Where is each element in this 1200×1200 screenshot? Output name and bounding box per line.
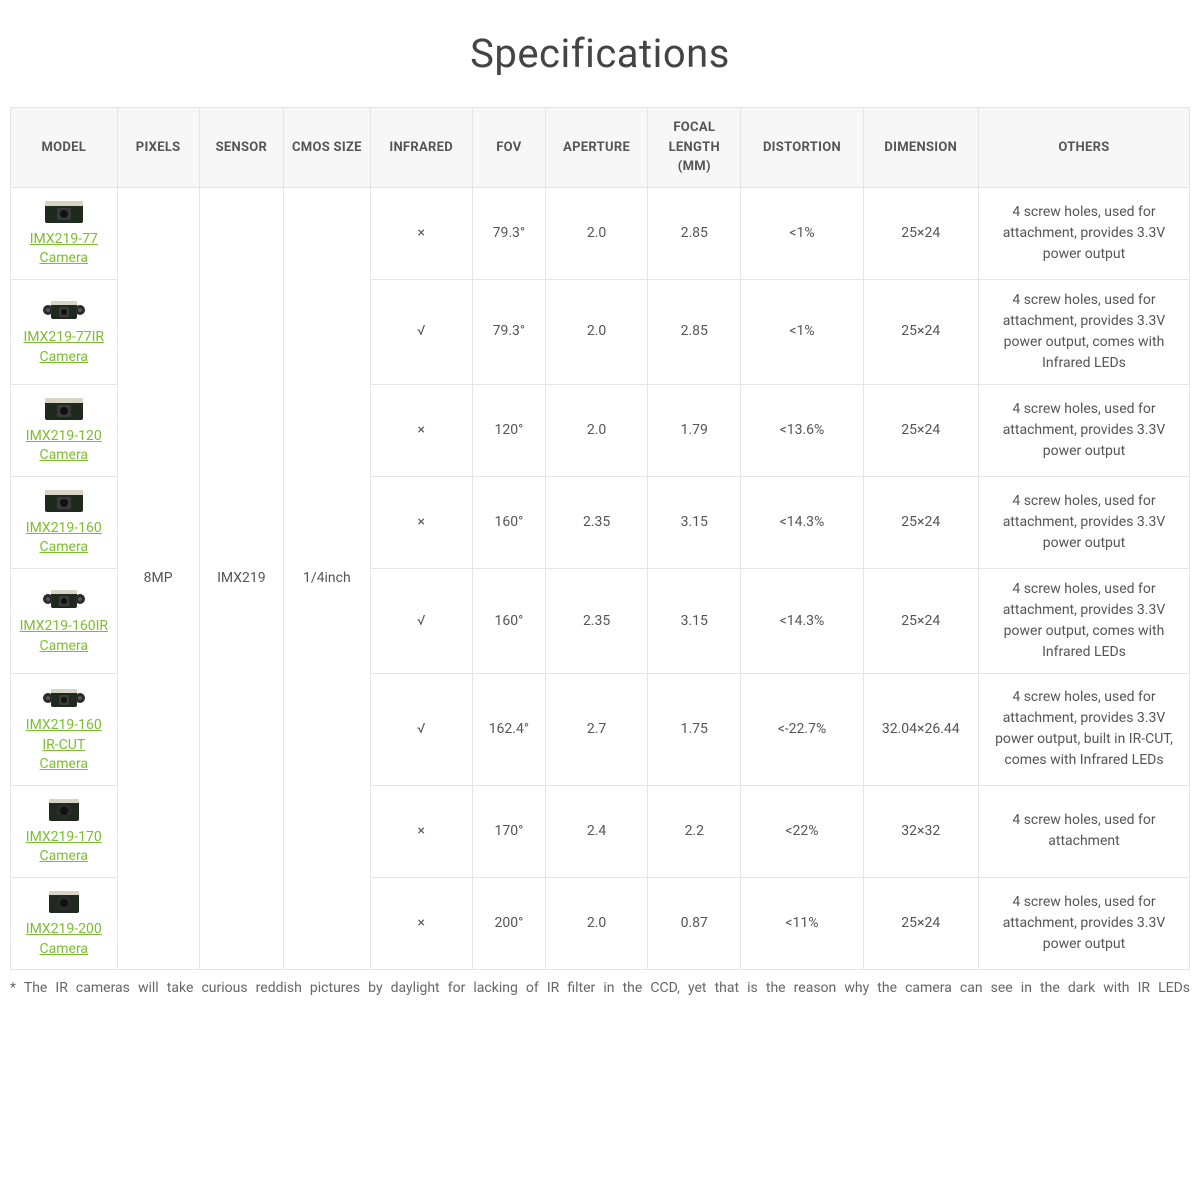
col-header: CMOS SIZE (284, 108, 371, 188)
aperture-cell: 2.0 (546, 878, 648, 970)
col-header: FOV (472, 108, 545, 188)
product-thumbnail (43, 395, 85, 423)
product-thumbnail (43, 684, 85, 712)
focal-cell: 1.79 (648, 384, 741, 476)
infrared-cell: × (370, 785, 472, 877)
dimension-cell: 25×24 (863, 187, 978, 279)
focal-cell: 3.15 (648, 569, 741, 674)
dimension-cell: 25×24 (863, 279, 978, 384)
fov-cell: 170° (472, 785, 545, 877)
others-cell: 4 screw holes, used for attachment, prov… (978, 187, 1189, 279)
model-link[interactable]: IMX219-200 Camera (17, 920, 111, 959)
model-cell: IMX219-160 IR-CUT Camera (11, 674, 118, 786)
model-cell: IMX219-160IR Camera (11, 569, 118, 674)
col-header: FOCAL LENGTH (MM) (648, 108, 741, 188)
distortion-cell: <13.6% (741, 384, 863, 476)
distortion-cell: <-22.7% (741, 674, 863, 786)
pixels-cell: 8MP (117, 187, 199, 970)
focal-cell: 3.15 (648, 476, 741, 568)
col-header: MODEL (11, 108, 118, 188)
specifications-table: MODEL PIXELS SENSOR CMOS SIZE INFRARED F… (10, 107, 1190, 970)
distortion-cell: <1% (741, 187, 863, 279)
model-cell: IMX219-120 Camera (11, 384, 118, 476)
fov-cell: 120° (472, 384, 545, 476)
product-thumbnail (43, 585, 85, 613)
model-link[interactable]: IMX219-160 IR-CUT Camera (17, 716, 111, 775)
distortion-cell: <22% (741, 785, 863, 877)
dimension-cell: 32.04×26.44 (863, 674, 978, 786)
dimension-cell: 32×32 (863, 785, 978, 877)
infrared-cell: × (370, 878, 472, 970)
fov-cell: 79.3° (472, 279, 545, 384)
others-cell: 4 screw holes, used for attachment, prov… (978, 476, 1189, 568)
focal-cell: 2.2 (648, 785, 741, 877)
model-cell: IMX219-170 Camera (11, 785, 118, 877)
model-link[interactable]: IMX219-160IR Camera (17, 617, 111, 656)
aperture-cell: 2.0 (546, 384, 648, 476)
product-thumbnail (43, 296, 85, 324)
product-thumbnail (43, 888, 85, 916)
fov-cell: 160° (472, 569, 545, 674)
distortion-cell: <1% (741, 279, 863, 384)
distortion-cell: <14.3% (741, 569, 863, 674)
table-row: IMX219-77 Camera8MPIMX2191/4inch×79.3°2.… (11, 187, 1190, 279)
others-cell: 4 screw holes, used for attachment, prov… (978, 569, 1189, 674)
model-cell: IMX219-77IR Camera (11, 279, 118, 384)
others-cell: 4 screw holes, used for attachment, prov… (978, 384, 1189, 476)
col-header: DISTORTION (741, 108, 863, 188)
infrared-cell: × (370, 187, 472, 279)
distortion-cell: <11% (741, 878, 863, 970)
dimension-cell: 25×24 (863, 569, 978, 674)
others-cell: 4 screw holes, used for attachment, prov… (978, 279, 1189, 384)
others-cell: 4 screw holes, used for attachment, prov… (978, 878, 1189, 970)
model-link[interactable]: IMX219-170 Camera (17, 828, 111, 867)
focal-cell: 1.75 (648, 674, 741, 786)
distortion-cell: <14.3% (741, 476, 863, 568)
fov-cell: 162.4° (472, 674, 545, 786)
infrared-cell: √ (370, 279, 472, 384)
cmos-cell: 1/4inch (284, 187, 371, 970)
fov-cell: 79.3° (472, 187, 545, 279)
page-title: Specifications (10, 30, 1190, 77)
aperture-cell: 2.0 (546, 279, 648, 384)
others-cell: 4 screw holes, used for attachment (978, 785, 1189, 877)
product-thumbnail (43, 487, 85, 515)
focal-cell: 2.85 (648, 279, 741, 384)
model-link[interactable]: IMX219-120 Camera (17, 427, 111, 466)
dimension-cell: 25×24 (863, 384, 978, 476)
model-link[interactable]: IMX219-160 Camera (17, 519, 111, 558)
model-cell: IMX219-160 Camera (11, 476, 118, 568)
table-header-row: MODEL PIXELS SENSOR CMOS SIZE INFRARED F… (11, 108, 1190, 188)
model-link[interactable]: IMX219-77IR Camera (17, 328, 111, 367)
aperture-cell: 2.7 (546, 674, 648, 786)
aperture-cell: 2.35 (546, 569, 648, 674)
aperture-cell: 2.4 (546, 785, 648, 877)
infrared-cell: × (370, 476, 472, 568)
aperture-cell: 2.35 (546, 476, 648, 568)
col-header: INFRARED (370, 108, 472, 188)
col-header: DIMENSION (863, 108, 978, 188)
model-link[interactable]: IMX219-77 Camera (17, 230, 111, 269)
fov-cell: 160° (472, 476, 545, 568)
model-cell: IMX219-77 Camera (11, 187, 118, 279)
col-header: SENSOR (199, 108, 283, 188)
fov-cell: 200° (472, 878, 545, 970)
infrared-cell: × (370, 384, 472, 476)
col-header: OTHERS (978, 108, 1189, 188)
dimension-cell: 25×24 (863, 878, 978, 970)
footnote: * The IR cameras will take curious reddi… (10, 980, 1190, 996)
aperture-cell: 2.0 (546, 187, 648, 279)
product-thumbnail (43, 198, 85, 226)
others-cell: 4 screw holes, used for attachment, prov… (978, 674, 1189, 786)
sensor-cell: IMX219 (199, 187, 283, 970)
dimension-cell: 25×24 (863, 476, 978, 568)
infrared-cell: √ (370, 674, 472, 786)
col-header: APERTURE (546, 108, 648, 188)
infrared-cell: √ (370, 569, 472, 674)
focal-cell: 2.85 (648, 187, 741, 279)
focal-cell: 0.87 (648, 878, 741, 970)
col-header: PIXELS (117, 108, 199, 188)
product-thumbnail (43, 796, 85, 824)
model-cell: IMX219-200 Camera (11, 878, 118, 970)
